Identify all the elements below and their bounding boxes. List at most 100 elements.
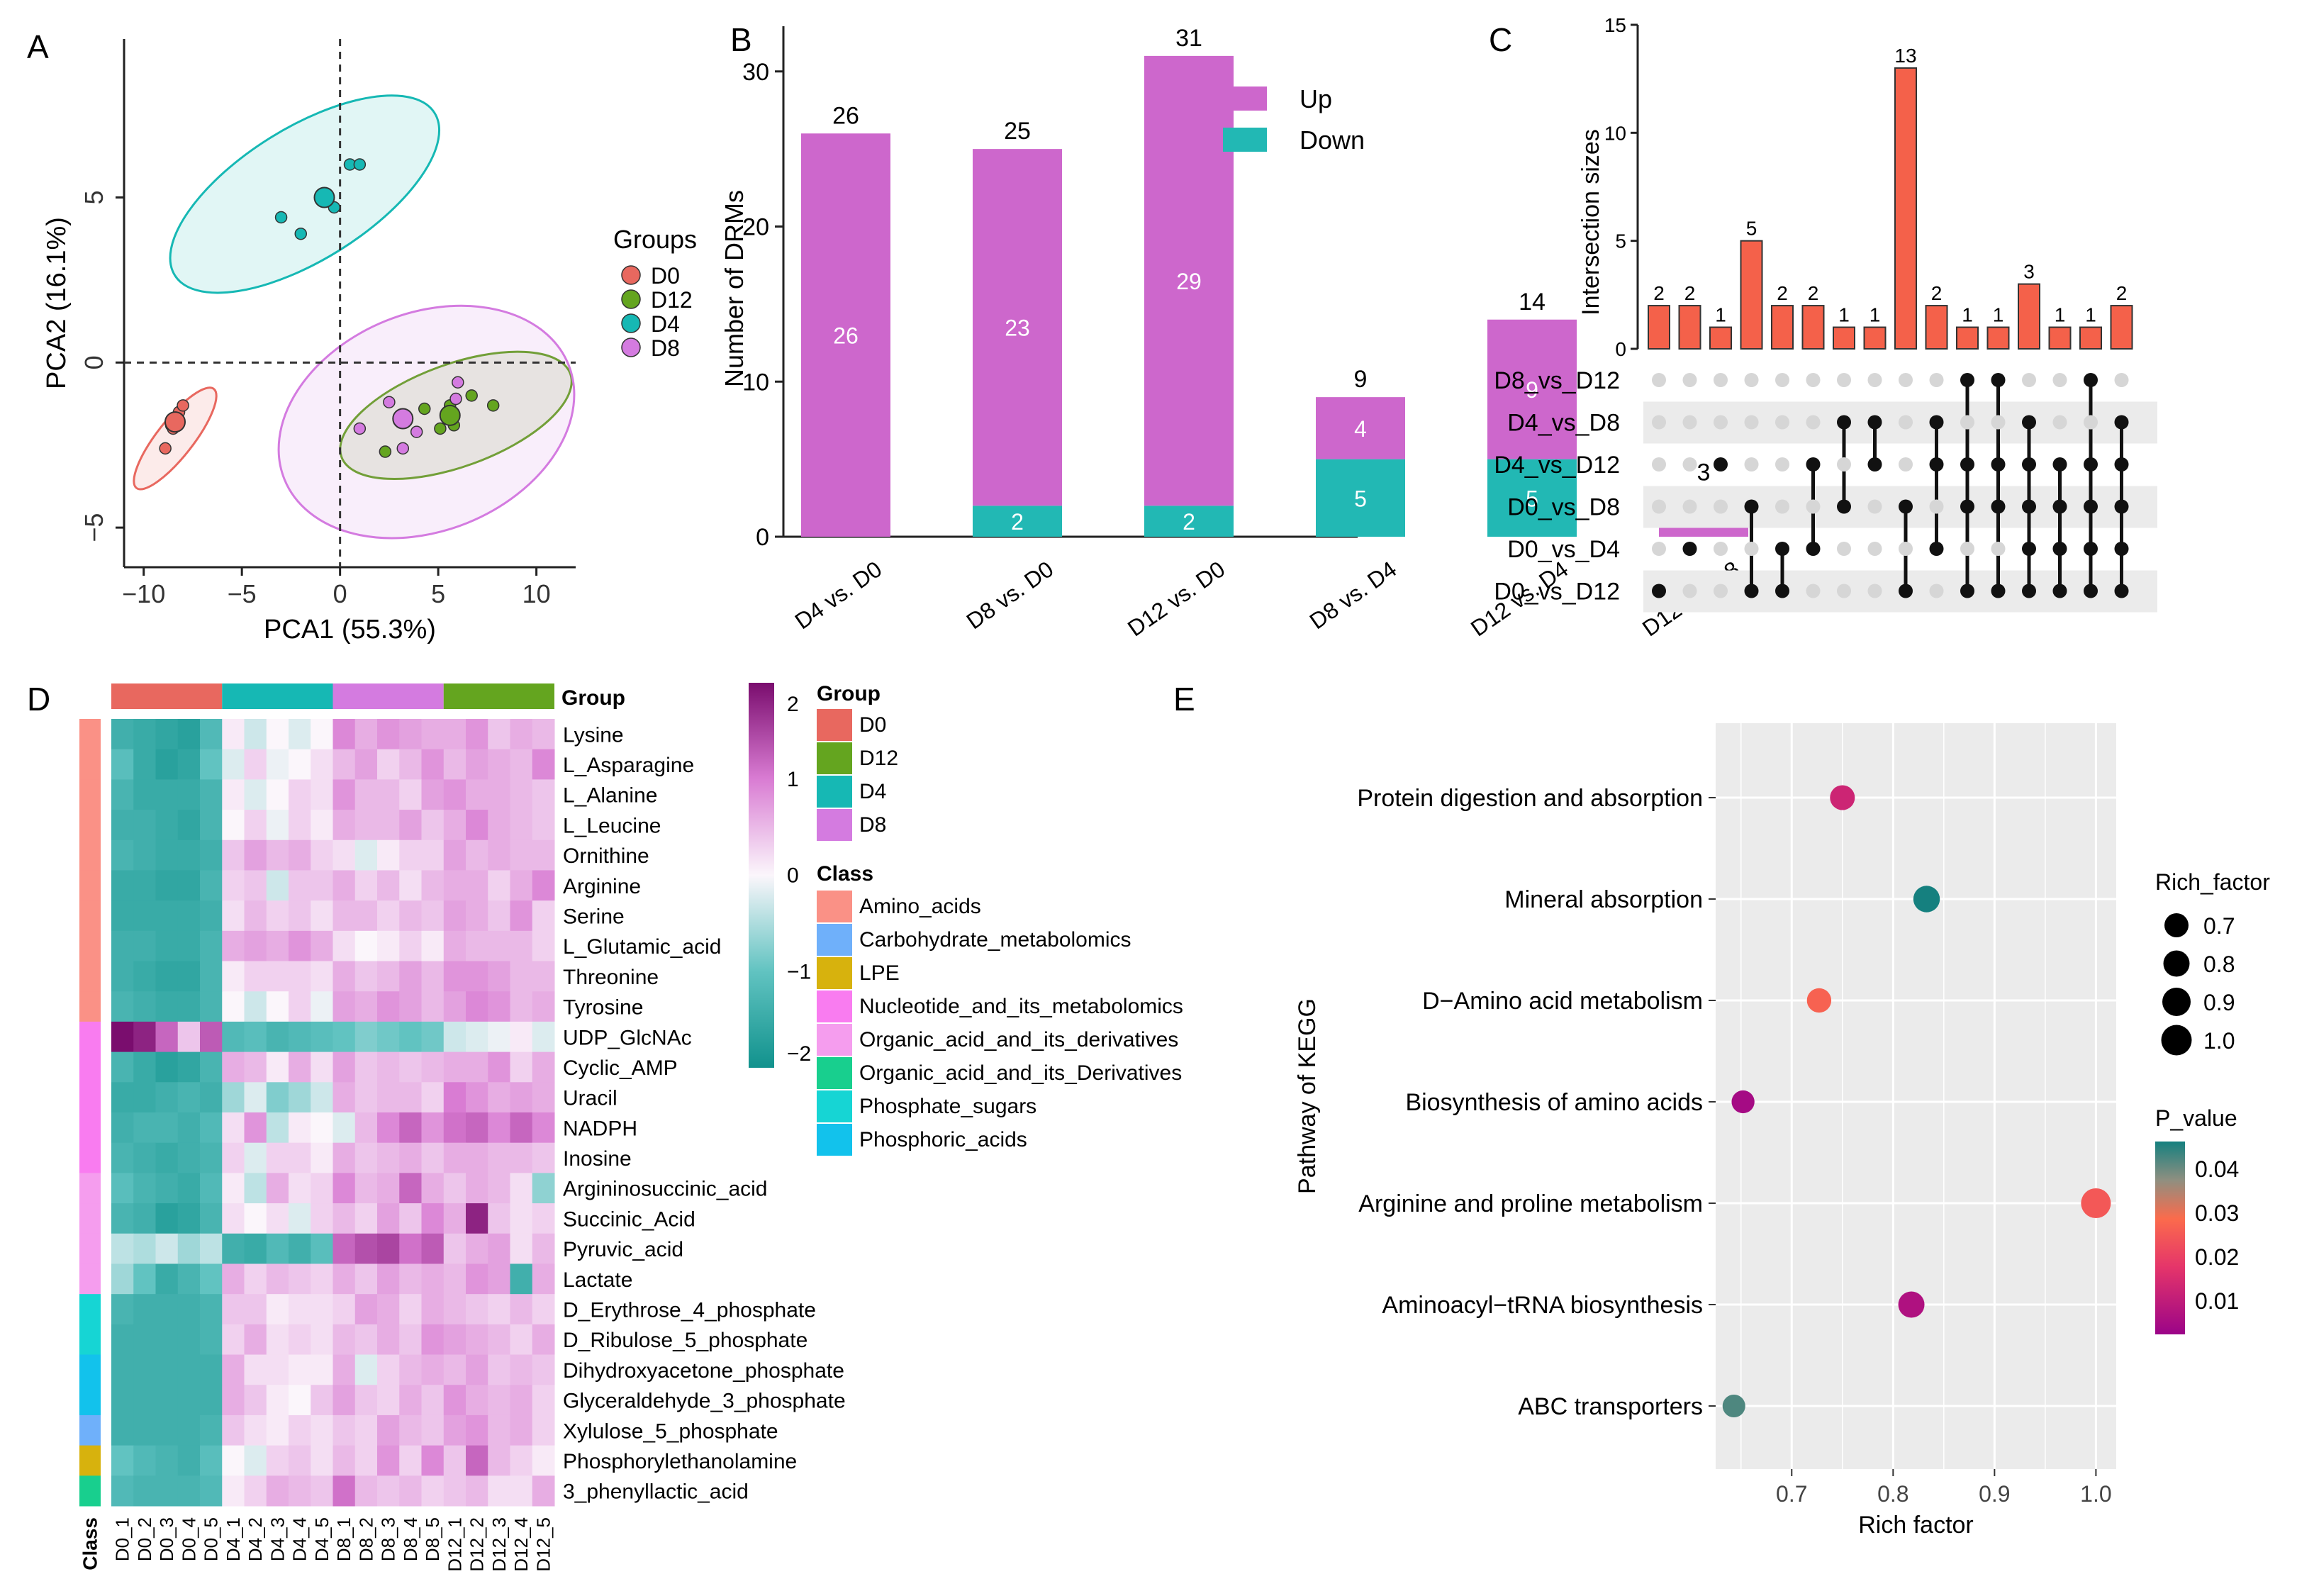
- group-legend-swatch: [817, 809, 852, 841]
- class-legend-swatch: [817, 924, 852, 956]
- heatmap-cell: [222, 1414, 245, 1446]
- heatmap-cell: [289, 1173, 311, 1204]
- matrix-dot-on: [1929, 415, 1944, 430]
- heatmap-cell: [510, 991, 533, 1022]
- class-legend-swatch: [817, 1024, 852, 1056]
- class-annotation-cell: [79, 1233, 101, 1264]
- set-label: D0_vs_D12: [1494, 579, 1620, 606]
- matrix-dot-off: [1991, 542, 2006, 556]
- heatmap-cell: [177, 1445, 201, 1476]
- matrix-dot-off: [1682, 584, 1697, 598]
- matrix-dot-off: [1960, 542, 1974, 556]
- heatmap-cell: [421, 1445, 445, 1476]
- size-legend-dot: [2161, 1025, 2192, 1056]
- matrix-dot-off: [1960, 415, 1974, 430]
- heatmap-cell: [532, 1354, 555, 1385]
- heatmap-cell: [510, 1385, 533, 1416]
- heatmap-cell: [155, 1414, 179, 1446]
- heatmap-cell: [488, 749, 510, 780]
- heatmap-cell: [177, 930, 201, 962]
- matrix-dot-off: [1652, 457, 1666, 471]
- row-label: Glyceraldehyde_3_phosphate: [563, 1390, 846, 1413]
- scale-tick-label: 1: [787, 768, 799, 791]
- group-legend-title: Group: [817, 682, 881, 705]
- heatmap-cell: [488, 1385, 510, 1416]
- matrix-dot-off: [1899, 415, 1913, 430]
- row-label: L_Alanine: [563, 784, 657, 808]
- heatmap-cell: [377, 779, 400, 810]
- color-legend-title: P_value: [2155, 1105, 2237, 1131]
- heatmap-cell: [311, 1354, 333, 1385]
- heatmap-cell: [532, 779, 555, 810]
- heatmap-cell: [377, 749, 400, 780]
- intersection-bar: [1894, 67, 1917, 350]
- heatmap-cell: [222, 1324, 245, 1356]
- group-annotation-D8: [332, 683, 444, 709]
- heatmap-cell: [222, 991, 245, 1022]
- intersection-bar: [1801, 305, 1825, 350]
- heatmap-cell: [488, 1233, 510, 1264]
- scale-tick-label: −1: [787, 960, 811, 983]
- matrix-dot-on: [1991, 373, 2006, 387]
- heatmap-cell: [111, 1233, 134, 1264]
- heatmap-cell: [399, 961, 422, 992]
- intersection-bar-label: 2: [1653, 282, 1665, 304]
- group-legend-label: D12: [859, 747, 898, 770]
- heatmap-cell: [311, 1385, 333, 1416]
- heatmap-cell: [354, 1475, 378, 1507]
- heatmap-cell: [222, 930, 245, 962]
- heatmap-cell: [377, 1294, 400, 1325]
- row-label: NADPH: [563, 1117, 637, 1140]
- heatmap-cell: [244, 1203, 267, 1234]
- heatmap-cell: [354, 1294, 378, 1325]
- heatmap-cell: [111, 1414, 134, 1446]
- heatmap-cell: [200, 810, 223, 841]
- heatmap-cell: [222, 1445, 245, 1476]
- heatmap-cell: [399, 991, 422, 1022]
- class-legend-swatch: [817, 957, 852, 989]
- intersection-bar: [1771, 305, 1794, 350]
- heatmap-cell: [332, 719, 356, 750]
- centroid-D8: [392, 408, 414, 430]
- y-tick-label: 5: [1615, 230, 1626, 252]
- heatmap-cell: [510, 749, 533, 780]
- matrix-dot-off: [1714, 415, 1728, 430]
- size-legend-dot: [2164, 913, 2189, 937]
- heatmap-cell: [399, 1021, 422, 1053]
- size-legend-label: 0.9: [2203, 990, 2235, 1015]
- heatmap-cell: [510, 961, 533, 992]
- matrix-dot-off: [1682, 499, 1697, 514]
- heatmap-cell: [177, 810, 201, 841]
- heatmap-cell: [510, 1475, 533, 1507]
- heatmap-cell: [399, 930, 422, 962]
- heatmap-cell: [510, 839, 533, 871]
- heatmap-cell: [466, 1233, 488, 1264]
- legend-swatch-D0: [621, 265, 641, 285]
- heatmap-cell: [155, 1021, 179, 1053]
- heatmap-cell: [200, 1112, 223, 1144]
- heatmap-cell: [133, 1385, 156, 1416]
- heatmap-cell: [222, 1354, 245, 1385]
- heatmap-cell: [222, 1294, 245, 1325]
- heatmap-cell: [466, 749, 488, 780]
- heatmap-cell: [222, 749, 245, 780]
- heatmap-cell: [443, 900, 466, 932]
- heatmap-cell: [177, 1021, 201, 1053]
- matrix-dot-on: [1929, 457, 1944, 471]
- matrix-dot-on: [1899, 499, 1913, 514]
- heatmap-cell: [377, 1051, 400, 1083]
- heatmap-cell: [488, 991, 510, 1022]
- heatmap-cell: [488, 1082, 510, 1113]
- legend-label-up: Up: [1300, 84, 1332, 113]
- color-legend-label: 0.04: [2195, 1156, 2239, 1182]
- legend-label-D0: D0: [651, 263, 680, 289]
- heatmap-cell: [155, 991, 179, 1022]
- heatmap-cell: [177, 870, 201, 901]
- heatmap-cell: [510, 1354, 533, 1385]
- heatmap-cell: [510, 1294, 533, 1325]
- heatmap-cell: [133, 991, 156, 1022]
- heatmap-cell: [354, 719, 378, 750]
- heatmap-cell: [177, 749, 201, 780]
- heatmap-cell: [466, 991, 488, 1022]
- heatmap-cell: [466, 779, 488, 810]
